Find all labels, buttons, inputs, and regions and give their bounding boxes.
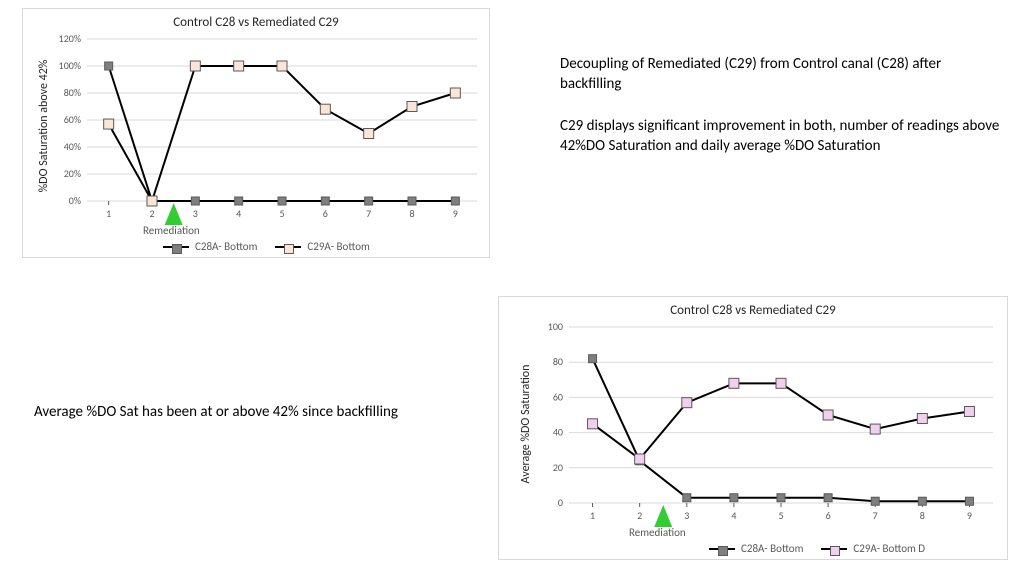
svg-text:80%: 80% [64,86,81,99]
legend-item: C29A- Bottom D [821,542,925,555]
svg-text:5: 5 [778,509,783,522]
svg-text:1: 1 [106,207,111,220]
legend-item: C28A- Bottom [163,240,257,253]
svg-text:120%: 120% [59,32,81,45]
chart1-box: Control C28 vs Remediated C29 %DO Satura… [22,8,490,258]
svg-text:0%: 0% [69,194,81,207]
svg-text:7: 7 [873,509,878,522]
svg-text:4: 4 [236,207,241,220]
legend-item: C28A- Bottom [709,542,803,555]
svg-text:40%: 40% [64,140,81,153]
caption-right-1: Decoupling of Remediated (C29) from Cont… [560,54,990,95]
legend-label: C28A- Bottom [195,240,257,253]
svg-text:5: 5 [279,207,284,220]
legend-item: C29A- Bottom [275,240,369,253]
svg-text:0: 0 [558,496,563,509]
svg-text:100: 100 [548,320,563,333]
svg-text:60: 60 [553,390,563,403]
svg-text:9: 9 [967,509,972,522]
svg-text:8: 8 [920,509,925,522]
svg-text:6: 6 [826,509,831,522]
svg-text:6: 6 [323,207,328,220]
svg-text:9: 9 [453,207,458,220]
svg-text:2: 2 [149,207,154,220]
svg-text:20: 20 [553,461,563,474]
chart1-legend: C28A- Bottom C29A- Bottom [163,240,370,253]
caption-right-2: C29 displays significant improvement in … [560,116,1000,157]
legend-label: C29A- Bottom D [853,542,925,555]
svg-text:4: 4 [731,509,736,522]
svg-text:7: 7 [366,207,371,220]
svg-text:60%: 60% [64,113,81,126]
legend-label: C28A- Bottom [741,542,803,555]
chart1-plot: 0% 20% 40% 60% 80% 100% 120% 1 2 3 4 5 6 7 8 9 [23,9,489,257]
svg-text:1: 1 [590,509,595,522]
svg-text:80: 80 [553,355,563,368]
svg-text:8: 8 [409,207,414,220]
legend-label: C29A- Bottom [307,240,369,253]
svg-text:3: 3 [193,207,198,220]
slide: Control C28 vs Remediated C29 %DO Satura… [0,0,1024,576]
chart1-remediation-label: Remediation [143,224,200,237]
caption-left-bottom: Average %DO Sat has been at or above 42%… [34,402,474,422]
svg-text:40: 40 [553,426,563,439]
svg-text:100%: 100% [59,59,81,72]
svg-text:20%: 20% [64,167,81,180]
chart2-legend: C28A- Bottom C29A- Bottom D [709,542,925,555]
chart2-box: Control C28 vs Remediated C29 Average %D… [498,296,1008,560]
svg-text:2: 2 [637,509,642,522]
chart2-plot: 0 20 40 60 80 100 1 2 3 4 5 6 7 8 9 [499,297,1007,559]
chart2-remediation-label: Remediation [629,526,686,539]
svg-text:3: 3 [684,509,689,522]
